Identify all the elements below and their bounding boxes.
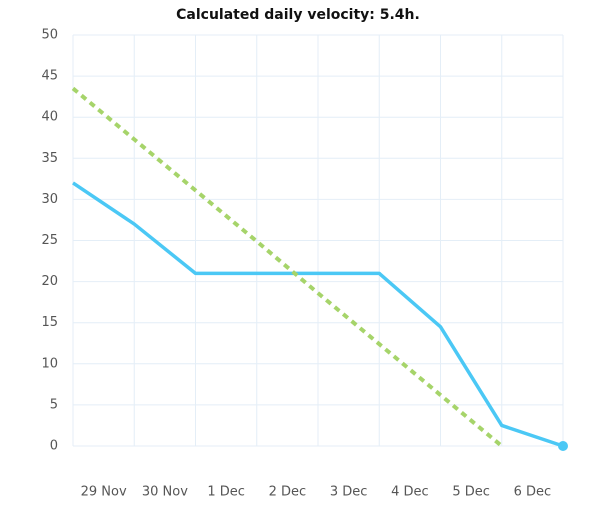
y-tick-label: 40 <box>41 110 58 125</box>
y-tick-label: 35 <box>41 151 58 166</box>
end-point <box>558 441 568 451</box>
x-tick-label: 2 Dec <box>269 485 307 500</box>
x-tick-label: 30 Nov <box>142 485 188 500</box>
y-tick-label: 45 <box>41 69 58 84</box>
series-line <box>71 86 504 448</box>
x-tick-label: 4 Dec <box>391 485 429 500</box>
y-tick-label: 30 <box>41 192 58 207</box>
y-tick-label: 10 <box>41 356 58 371</box>
y-tick-label: 0 <box>50 439 58 454</box>
series-line <box>72 181 564 448</box>
y-tick-label: 5 <box>50 397 58 412</box>
y-tick-label: 25 <box>41 233 58 248</box>
x-tick-label: 6 Dec <box>514 485 552 500</box>
y-tick-label: 20 <box>41 274 58 289</box>
x-tick-label: 1 Dec <box>207 485 245 500</box>
x-tick-label: 29 Nov <box>81 485 127 500</box>
x-tick-label: 5 Dec <box>452 485 490 500</box>
chart-title: Calculated daily velocity: 5.4h. <box>176 7 420 23</box>
x-tick-label: 3 Dec <box>330 485 368 500</box>
y-tick-label: 50 <box>41 28 58 43</box>
y-tick-label: 15 <box>41 315 58 330</box>
